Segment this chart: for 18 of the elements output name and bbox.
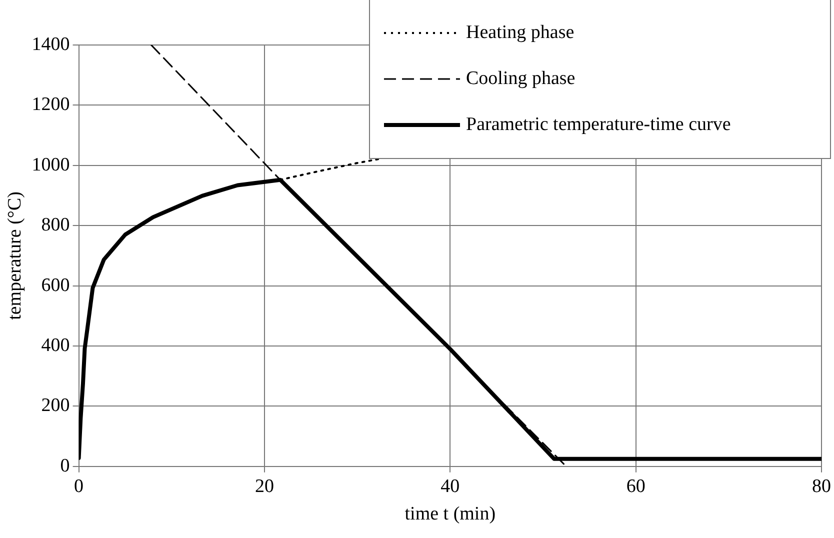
y-tick-label: 1200 [32, 94, 70, 116]
y-tick-label: 200 [41, 395, 70, 416]
x-tick-label: 0 [74, 476, 84, 497]
y-axis-title: temperature (°C) [4, 191, 26, 320]
x-tick-label: 40 [440, 476, 460, 497]
y-tick-label: 400 [41, 334, 70, 356]
x-tick-label: 80 [812, 476, 831, 497]
y-tick-label: 1000 [32, 154, 70, 176]
y-tick-label: 0 [60, 455, 70, 476]
x-tick-label: 20 [254, 476, 274, 497]
legend-label: Heating phase [466, 22, 574, 44]
x-axis-title: time t (min) [404, 504, 496, 525]
legend-label: Parametric temperature-time curve [466, 114, 731, 136]
y-tick-label: 1400 [32, 34, 70, 55]
y-tick-label: 800 [41, 214, 70, 236]
legend-label: Cooling phase [466, 68, 576, 90]
y-tick-label: 600 [41, 274, 70, 296]
x-tick-label: 60 [626, 476, 646, 497]
